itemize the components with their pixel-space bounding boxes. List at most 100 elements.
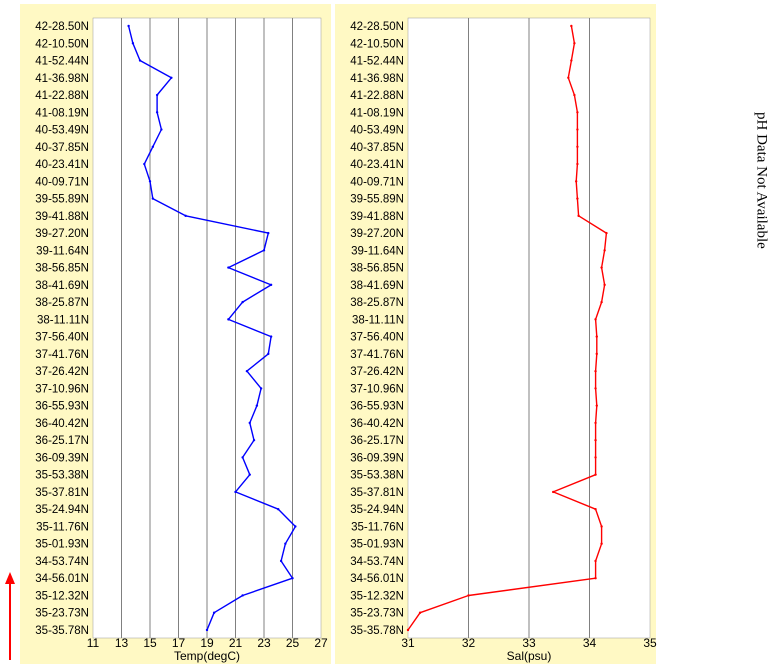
data-point	[595, 352, 598, 356]
y-tick-label: 41-36.98N	[350, 73, 404, 85]
data-point	[418, 611, 422, 614]
data-point	[600, 300, 603, 304]
y-tick-label: 37-41.76N	[35, 349, 89, 361]
y-tick-label: 38-11.11N	[37, 314, 89, 326]
y-tick-label: 37-10.96N	[350, 383, 404, 395]
y-tick-label: 40-09.71N	[35, 176, 89, 188]
y-tick-label: 40-37.85N	[35, 142, 89, 154]
data-point	[605, 231, 608, 235]
y-tick-label: 42-10.50N	[35, 38, 89, 50]
y-tick-label: 35-35.78N	[35, 625, 89, 637]
x-tick-label: 34	[583, 636, 597, 650]
data-point	[241, 594, 244, 597]
y-tick-label: 40-53.49N	[35, 125, 89, 137]
data-point	[262, 249, 266, 252]
data-point	[552, 490, 555, 494]
y-tick-label: 34-56.01N	[350, 573, 404, 585]
y-tick-label: 38-41.69N	[350, 280, 404, 292]
y-tick-label: 38-25.87N	[35, 297, 89, 309]
data-point	[131, 42, 135, 45]
y-tick-label: 35-11.76N	[36, 521, 89, 533]
data-point	[294, 525, 297, 528]
y-tick-label: 42-28.50N	[35, 21, 89, 33]
data-point	[594, 387, 597, 390]
data-point	[241, 456, 244, 459]
y-tick-label: 39-27.20N	[350, 228, 404, 240]
data-point	[267, 352, 270, 356]
y-tick-label: 38-25.87N	[350, 297, 404, 309]
data-point	[594, 508, 597, 511]
data-point	[574, 180, 578, 183]
x-tick-label: 15	[143, 636, 157, 650]
y-tick-label: 41-36.98N	[35, 73, 89, 85]
data-point	[594, 456, 597, 459]
data-point	[600, 266, 603, 269]
x-tick-label: 13	[115, 636, 129, 650]
data-point	[603, 249, 606, 252]
data-point	[227, 318, 230, 321]
data-point	[576, 128, 579, 131]
data-point	[603, 283, 606, 287]
y-tick-label: 34-53.74N	[35, 556, 89, 568]
direction-arrow-icon	[5, 572, 15, 660]
x-tick-label: 23	[257, 636, 271, 650]
data-point	[600, 542, 603, 545]
y-tick-label: 35-24.94N	[35, 504, 89, 516]
y-tick-label: 41-52.44N	[35, 56, 89, 68]
y-tick-label: 35-24.94N	[350, 504, 404, 516]
y-tick-label: 39-41.88N	[35, 211, 89, 223]
y-tick-label: 37-10.96N	[35, 383, 89, 395]
data-point	[160, 128, 163, 131]
data-point	[245, 369, 249, 373]
x-axis-label: Sal(psu)	[507, 649, 552, 663]
data-point	[291, 577, 294, 580]
data-point	[595, 404, 598, 407]
data-point	[269, 335, 273, 338]
y-tick-label: 36-40.42N	[350, 418, 404, 430]
y-tick-label: 36-55.93N	[35, 401, 89, 413]
data-point	[267, 231, 270, 235]
data-point	[277, 508, 280, 511]
data-point	[600, 525, 603, 528]
data-point	[594, 369, 597, 373]
x-tick-label: 21	[229, 636, 243, 650]
y-tick-label: 35-11.76N	[351, 521, 404, 533]
data-point	[576, 162, 579, 166]
data-point	[570, 59, 573, 62]
data-point	[212, 611, 216, 614]
data-point	[467, 594, 470, 597]
ph-unavailable-note: pH Data Not Available	[741, 60, 781, 300]
y-tick-label: 39-27.20N	[35, 228, 89, 240]
data-point	[234, 490, 237, 494]
x-tick-label: 19	[200, 636, 214, 650]
y-tick-label: 36-55.93N	[350, 401, 404, 413]
x-axis-label: Temp(degC)	[174, 649, 240, 663]
data-point	[148, 180, 152, 183]
data-point	[567, 76, 570, 79]
y-tick-label: 35-53.38N	[35, 470, 89, 482]
data-point	[573, 93, 576, 97]
y-tick-label: 37-56.40N	[350, 332, 404, 344]
y-tick-label: 41-52.44N	[350, 56, 404, 68]
data-point	[570, 24, 573, 28]
x-tick-label: 33	[522, 636, 536, 650]
data-point	[170, 76, 173, 79]
y-tick-label: 38-56.85N	[35, 263, 89, 275]
data-point	[151, 197, 155, 200]
data-point	[594, 318, 597, 321]
y-tick-label: 35-37.81N	[35, 487, 89, 499]
y-tick-label: 34-53.74N	[350, 556, 404, 568]
data-point	[143, 162, 146, 166]
y-tick-label: 37-26.42N	[35, 366, 89, 378]
y-tick-label: 35-35.78N	[350, 625, 404, 637]
data-point	[594, 421, 597, 425]
data-point	[576, 145, 579, 148]
arrow-head	[5, 572, 15, 584]
series-line	[127, 25, 297, 631]
y-tick-label: 35-23.73N	[350, 608, 404, 620]
x-tick-label: 17	[172, 636, 186, 650]
chart-panel-2: 31 32 33 34 35 42-28.50N 42-10.50N 41-52.44N 41-…	[335, 4, 657, 664]
x-tick-label: 31	[401, 636, 415, 650]
data-point	[205, 628, 209, 632]
